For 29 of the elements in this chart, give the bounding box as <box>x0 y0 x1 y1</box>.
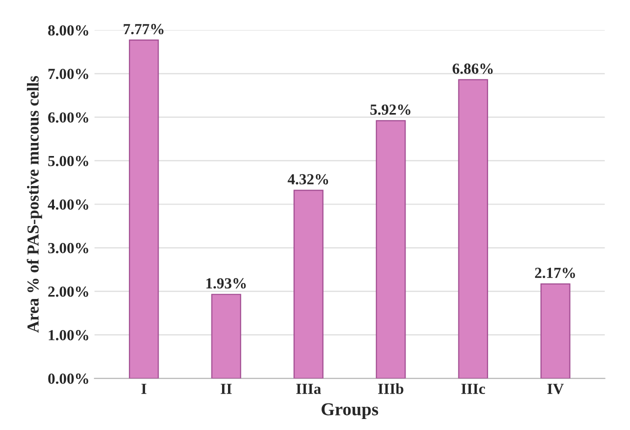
y-tick-label: 6.00% <box>48 112 88 123</box>
y-tick-label: 0.00% <box>48 374 88 384</box>
x-tick-label: IIIb <box>378 383 404 394</box>
y-tick-label: 4.00% <box>48 199 88 210</box>
y-axis-title: Area % of PAS-postive mucous cells <box>26 76 42 333</box>
y-tick-label: 8.00% <box>48 25 88 36</box>
bar <box>458 79 488 378</box>
y-tick-label: 3.00% <box>48 242 88 254</box>
y-tick-label: 2.00% <box>48 286 88 297</box>
data-label: 6.86% <box>452 64 493 74</box>
y-tick-label: 1.00% <box>48 330 88 340</box>
bar <box>540 283 570 378</box>
x-tick-label: IV <box>547 384 564 394</box>
x-tick-label: II <box>220 384 232 394</box>
bar <box>211 294 242 378</box>
x-tick-label: IIIc <box>461 384 486 394</box>
x-axis-title: Groups <box>322 403 378 420</box>
data-label: 1.93% <box>206 278 246 289</box>
bar <box>294 190 324 378</box>
bar <box>128 40 159 378</box>
x-tick-label: I <box>141 384 146 394</box>
y-tick-label: 5.00% <box>48 156 88 166</box>
bar <box>376 120 406 378</box>
data-label: 2.17% <box>535 268 575 278</box>
data-label: 5.92% <box>370 104 410 115</box>
x-tick-label: IIIa <box>296 384 321 394</box>
y-tick-label: 7.00% <box>48 68 88 80</box>
data-label: 7.77% <box>124 24 164 34</box>
data-label: 4.32% <box>288 174 328 185</box>
